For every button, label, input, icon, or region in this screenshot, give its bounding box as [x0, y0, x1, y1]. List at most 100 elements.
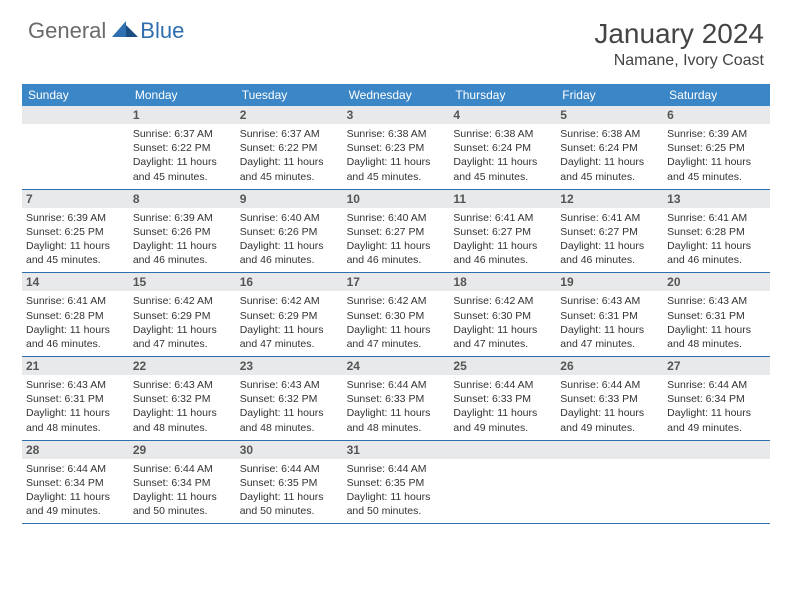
- daylight-line1: Daylight: 11 hours: [240, 406, 339, 420]
- sunset-text: Sunset: 6:32 PM: [133, 392, 232, 406]
- daylight-line2: and 50 minutes.: [240, 504, 339, 518]
- title-block: January 2024 Namane, Ivory Coast: [594, 18, 764, 70]
- day-details: Sunrise: 6:41 AMSunset: 6:28 PMDaylight:…: [667, 211, 766, 268]
- daylight-line2: and 46 minutes.: [560, 253, 659, 267]
- daylight-line2: and 48 minutes.: [667, 337, 766, 351]
- sunset-text: Sunset: 6:31 PM: [667, 309, 766, 323]
- sunrise-text: Sunrise: 6:38 AM: [453, 127, 552, 141]
- sunset-text: Sunset: 6:25 PM: [667, 141, 766, 155]
- day-header-thu: Thursday: [449, 84, 556, 106]
- daylight-line2: and 46 minutes.: [453, 253, 552, 267]
- sunset-text: Sunset: 6:22 PM: [133, 141, 232, 155]
- daylight-line1: Daylight: 11 hours: [26, 239, 125, 253]
- day-cell: 15Sunrise: 6:42 AMSunset: 6:29 PMDayligh…: [129, 273, 236, 356]
- month-title: January 2024: [594, 18, 764, 50]
- day-details: Sunrise: 6:41 AMSunset: 6:27 PMDaylight:…: [560, 211, 659, 268]
- day-cell: 16Sunrise: 6:42 AMSunset: 6:29 PMDayligh…: [236, 273, 343, 356]
- daylight-line2: and 49 minutes.: [26, 504, 125, 518]
- daylight-line2: and 47 minutes.: [240, 337, 339, 351]
- daylight-line1: Daylight: 11 hours: [347, 490, 446, 504]
- daylight-line2: and 50 minutes.: [347, 504, 446, 518]
- day-header-row: Sunday Monday Tuesday Wednesday Thursday…: [22, 84, 770, 106]
- day-details: Sunrise: 6:43 AMSunset: 6:32 PMDaylight:…: [133, 378, 232, 435]
- daylight-line1: Daylight: 11 hours: [667, 239, 766, 253]
- sunrise-text: Sunrise: 6:40 AM: [347, 211, 446, 225]
- week-row: 1Sunrise: 6:37 AMSunset: 6:22 PMDaylight…: [22, 106, 770, 190]
- sunrise-text: Sunrise: 6:44 AM: [560, 378, 659, 392]
- sunrise-text: Sunrise: 6:44 AM: [667, 378, 766, 392]
- week-row: 21 Sunrise: 6:43 AMSunset: 6:31 PMDayligh…: [22, 357, 770, 441]
- daylight-line2: and 49 minutes.: [453, 421, 552, 435]
- sunset-text: Sunset: 6:24 PM: [453, 141, 552, 155]
- day-number: 21: [22, 357, 129, 375]
- day-details: Sunrise: 6:44 AMSunset: 6:34 PMDaylight:…: [133, 462, 232, 519]
- day-number: 4: [449, 106, 556, 124]
- daylight-line2: and 46 minutes.: [347, 253, 446, 267]
- sunset-text: Sunset: 6:27 PM: [453, 225, 552, 239]
- day-number: 17: [343, 273, 450, 291]
- daylight-line2: and 46 minutes.: [26, 337, 125, 351]
- day-cell: 8 Sunrise: 6:39 AMSunset: 6:26 PMDaylight…: [129, 190, 236, 273]
- day-number: 12: [556, 190, 663, 208]
- day-details: Sunrise: 6:44 AMSunset: 6:33 PMDaylight:…: [560, 378, 659, 435]
- daylight-line1: Daylight: 11 hours: [667, 155, 766, 169]
- day-details: Sunrise: 6:44 AMSunset: 6:33 PMDaylight:…: [347, 378, 446, 435]
- day-number: 8: [129, 190, 236, 208]
- daylight-line1: Daylight: 11 hours: [347, 323, 446, 337]
- day-number: 23: [236, 357, 343, 375]
- daylight-line2: and 47 minutes.: [560, 337, 659, 351]
- day-details: Sunrise: 6:40 AMSunset: 6:26 PMDaylight:…: [240, 211, 339, 268]
- daylight-line1: Daylight: 11 hours: [240, 323, 339, 337]
- daylight-line1: Daylight: 11 hours: [560, 239, 659, 253]
- day-details: Sunrise: 6:43 AMSunset: 6:31 PMDaylight:…: [26, 378, 125, 435]
- daylight-line2: and 48 minutes.: [133, 421, 232, 435]
- day-details: Sunrise: 6:42 AMSunset: 6:30 PMDaylight:…: [347, 294, 446, 351]
- day-details: Sunrise: 6:43 AMSunset: 6:31 PMDaylight:…: [667, 294, 766, 351]
- day-cell: 4 Sunrise: 6:38 AMSunset: 6:24 PMDaylight…: [449, 106, 556, 189]
- day-cell: 19Sunrise: 6:43 AMSunset: 6:31 PMDayligh…: [556, 273, 663, 356]
- day-header-wed: Wednesday: [343, 84, 450, 106]
- day-cell: 31Sunrise: 6:44 AMSunset: 6:35 PMDayligh…: [343, 441, 450, 524]
- day-details: Sunrise: 6:43 AMSunset: 6:32 PMDaylight:…: [240, 378, 339, 435]
- day-number: [556, 441, 663, 459]
- sunrise-text: Sunrise: 6:43 AM: [240, 378, 339, 392]
- daylight-line2: and 47 minutes.: [133, 337, 232, 351]
- day-cell: 18Sunrise: 6:42 AMSunset: 6:30 PMDayligh…: [449, 273, 556, 356]
- sunset-text: Sunset: 6:22 PM: [240, 141, 339, 155]
- daylight-line1: Daylight: 11 hours: [453, 323, 552, 337]
- sunset-text: Sunset: 6:27 PM: [347, 225, 446, 239]
- day-details: Sunrise: 6:38 AMSunset: 6:23 PMDaylight:…: [347, 127, 446, 184]
- day-number: 24: [343, 357, 450, 375]
- day-cell: [22, 106, 129, 189]
- day-details: Sunrise: 6:38 AMSunset: 6:24 PMDaylight:…: [453, 127, 552, 184]
- sunset-text: Sunset: 6:33 PM: [560, 392, 659, 406]
- week-row: 14Sunrise: 6:41 AMSunset: 6:28 PMDayligh…: [22, 273, 770, 357]
- week-row: 28Sunrise: 6:44 AMSunset: 6:34 PMDayligh…: [22, 441, 770, 525]
- day-number: 18: [449, 273, 556, 291]
- sunset-text: Sunset: 6:23 PM: [347, 141, 446, 155]
- day-cell: 11Sunrise: 6:41 AMSunset: 6:27 PMDayligh…: [449, 190, 556, 273]
- day-cell: [449, 441, 556, 524]
- sunrise-text: Sunrise: 6:40 AM: [240, 211, 339, 225]
- sunset-text: Sunset: 6:35 PM: [240, 476, 339, 490]
- day-number: 28: [22, 441, 129, 459]
- sunrise-text: Sunrise: 6:44 AM: [133, 462, 232, 476]
- sunset-text: Sunset: 6:33 PM: [347, 392, 446, 406]
- sunrise-text: Sunrise: 6:43 AM: [667, 294, 766, 308]
- day-cell: 12 Sunrise: 6:41 AMSunset: 6:27 PMDayligh…: [556, 190, 663, 273]
- day-details: Sunrise: 6:44 AMSunset: 6:34 PMDaylight:…: [26, 462, 125, 519]
- day-header-sun: Sunday: [22, 84, 129, 106]
- daylight-line1: Daylight: 11 hours: [347, 406, 446, 420]
- sunset-text: Sunset: 6:24 PM: [560, 141, 659, 155]
- day-number: 26: [556, 357, 663, 375]
- daylight-line2: and 50 minutes.: [133, 504, 232, 518]
- sunrise-text: Sunrise: 6:44 AM: [347, 378, 446, 392]
- day-header-fri: Friday: [556, 84, 663, 106]
- day-number: 9: [236, 190, 343, 208]
- daylight-line1: Daylight: 11 hours: [240, 155, 339, 169]
- day-number: 15: [129, 273, 236, 291]
- logo-text-general: General: [28, 18, 106, 44]
- day-details: Sunrise: 6:39 AMSunset: 6:26 PMDaylight:…: [133, 211, 232, 268]
- sunrise-text: Sunrise: 6:38 AM: [347, 127, 446, 141]
- day-cell: 30Sunrise: 6:44 AMSunset: 6:35 PMDayligh…: [236, 441, 343, 524]
